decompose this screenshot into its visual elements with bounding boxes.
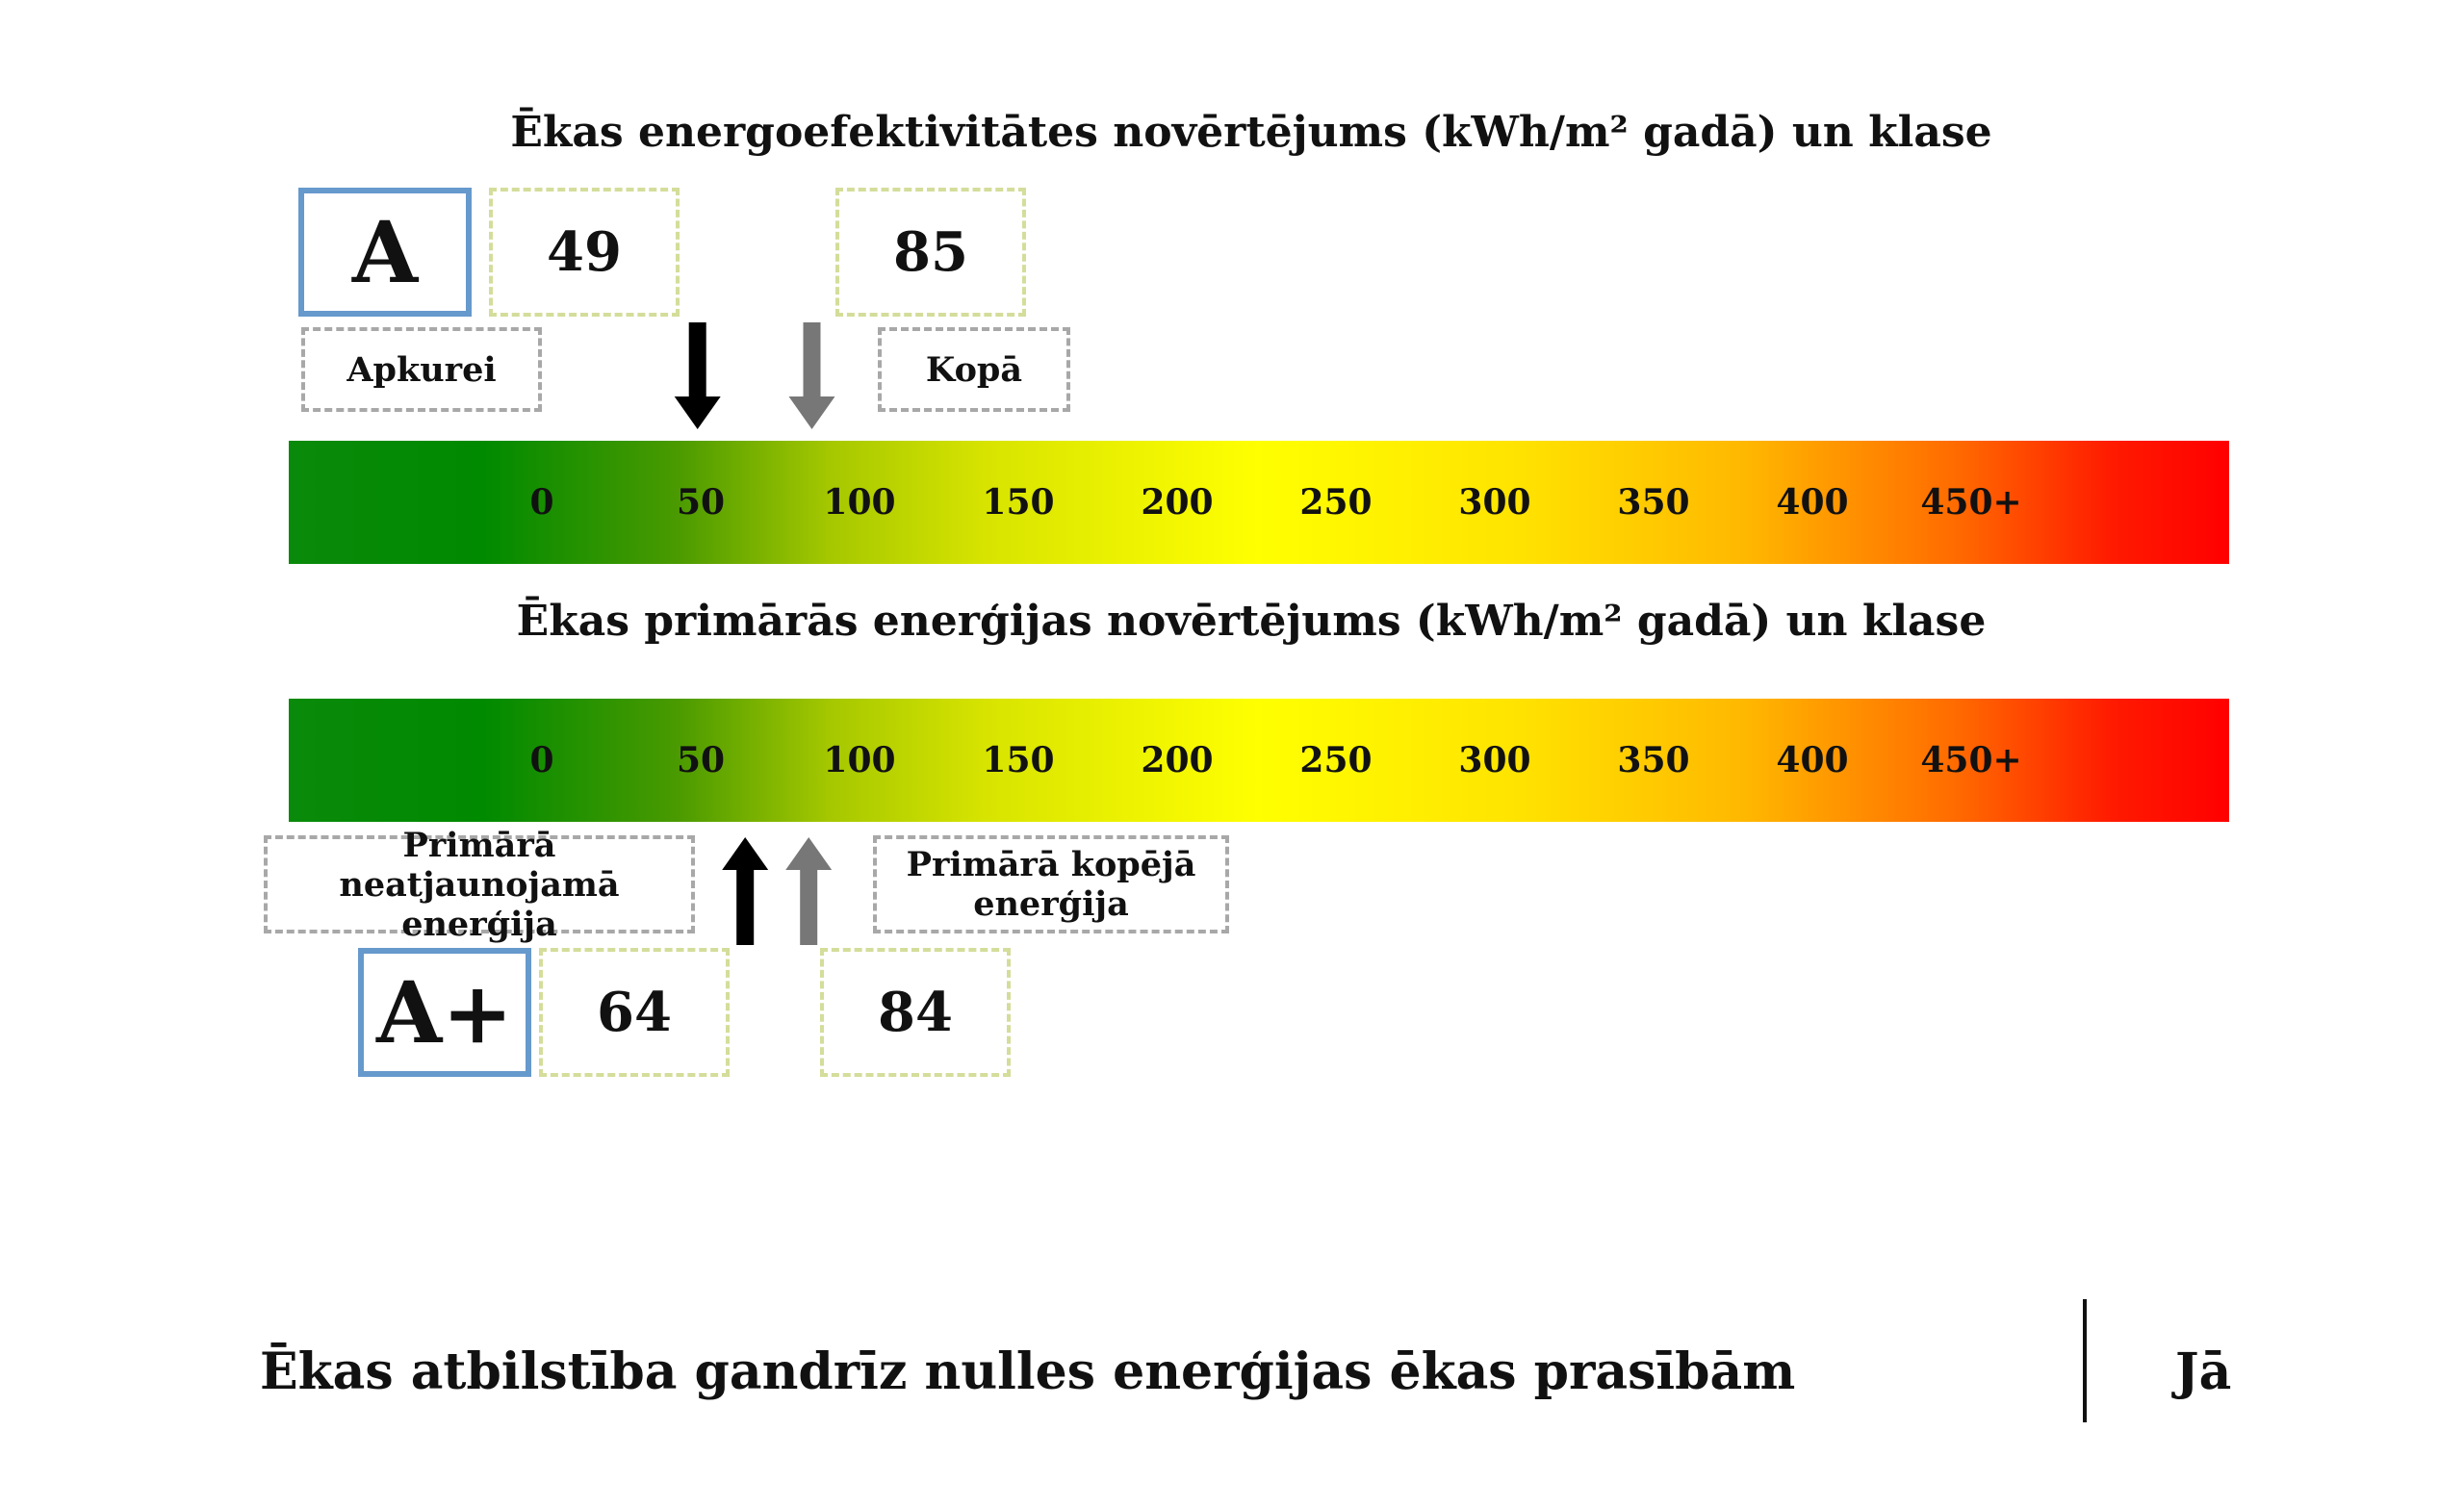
primary-scale-tick-2: 100: [823, 740, 896, 780]
primary-total-marker-arrow: [785, 837, 833, 945]
primary-scale-tick-9: 450+: [1920, 740, 2022, 780]
efficiency-scale-tick-4: 200: [1141, 482, 1214, 523]
primary-total-value-box: 84: [820, 948, 1011, 1077]
non-renewable-marker-arrow: [722, 837, 769, 945]
primary-scale-tick-4: 200: [1141, 740, 1214, 780]
primary-scale-tick-5: 250: [1299, 740, 1373, 780]
efficiency-scale-tick-9: 450+: [1920, 482, 2022, 523]
nzeb-compliance-label: Ēkas atbilstība gandrīz nulles enerģijas…: [260, 1342, 1796, 1401]
primary-energy-scale-bar: 0 50 100 150 200 250 300 350 400 450+: [289, 699, 2229, 822]
primary-total-label-box: Primārā kopējā enerģija: [873, 835, 1229, 933]
efficiency-scale-tick-7: 350: [1617, 482, 1690, 523]
primary-scale-tick-1: 50: [676, 740, 726, 780]
heating-label-box: Apkurei: [301, 327, 542, 412]
compliance-divider: [2083, 1299, 2087, 1422]
efficiency-scale-tick-1: 50: [676, 482, 726, 523]
efficiency-scale-tick-6: 300: [1458, 482, 1531, 523]
efficiency-scale-tick-5: 250: [1299, 482, 1373, 523]
heating-marker-arrow: [674, 322, 721, 429]
efficiency-scale-tick-8: 400: [1776, 482, 1849, 523]
total-value-box: 85: [835, 188, 1026, 317]
nzeb-compliance-value: Jā: [2175, 1342, 2232, 1401]
efficiency-scale-tick-0: 0: [529, 482, 554, 523]
primary-scale-tick-7: 350: [1617, 740, 1690, 780]
primary-class-box: A+: [358, 948, 531, 1077]
primary-energy-title: Ēkas primārās enerģijas novērtējums (kWh…: [516, 597, 1987, 646]
primary-scale-tick-3: 150: [982, 740, 1055, 780]
heating-value-box: 49: [489, 188, 680, 317]
energy-efficiency-title: Ēkas energoefektivitātes novērtējums (kW…: [510, 108, 1992, 157]
total-label-box: Kopā: [878, 327, 1070, 412]
primary-scale-tick-6: 300: [1458, 740, 1531, 780]
non-renewable-value-box: 64: [539, 948, 730, 1077]
primary-scale-tick-0: 0: [529, 740, 554, 780]
energy-efficiency-scale-bar: 0 50 100 150 200 250 300 350 400 450+: [289, 441, 2229, 564]
total-marker-arrow: [788, 322, 835, 429]
primary-scale-tick-8: 400: [1776, 740, 1849, 780]
non-renewable-label-box: Primārā neatjaunojamā enerģija: [264, 826, 695, 944]
efficiency-scale-tick-2: 100: [823, 482, 896, 523]
energy-class-box: A: [298, 188, 472, 317]
efficiency-scale-tick-3: 150: [982, 482, 1055, 523]
